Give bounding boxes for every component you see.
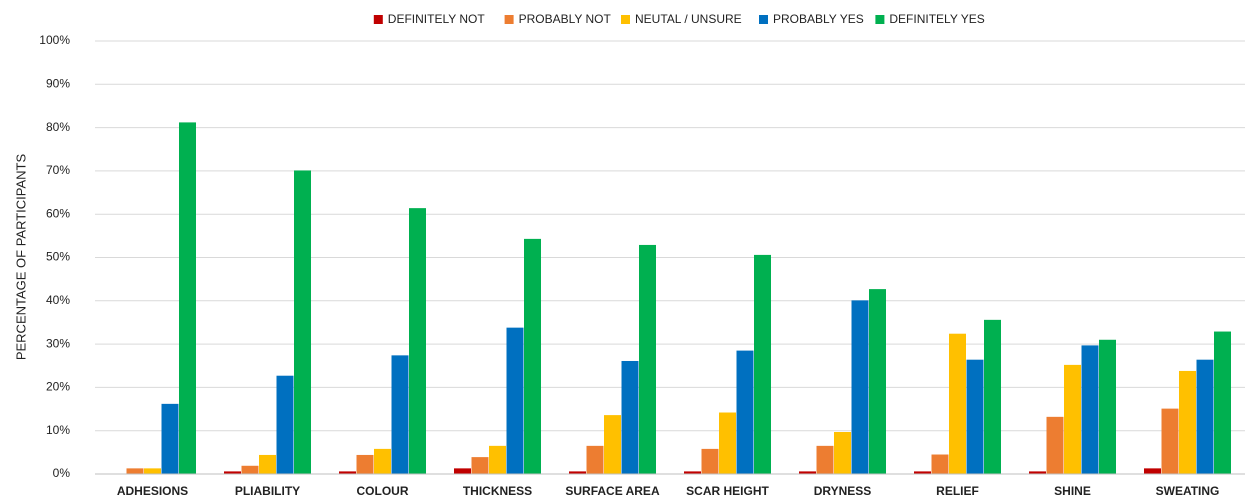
x-tick-label: COLOUR bbox=[357, 484, 409, 498]
x-tick-label: SWEATING bbox=[1156, 484, 1220, 498]
x-tick-label: RELIEF bbox=[936, 484, 979, 498]
y-tick-label: 30% bbox=[46, 336, 70, 350]
bar bbox=[799, 471, 816, 474]
bar bbox=[1064, 364, 1081, 474]
legend-swatch bbox=[875, 15, 885, 24]
bar bbox=[604, 415, 621, 474]
legend-swatch bbox=[504, 15, 514, 24]
legend-label: DEFINITELY YES bbox=[889, 12, 984, 26]
bar bbox=[684, 471, 701, 474]
bar bbox=[161, 403, 179, 474]
bar bbox=[339, 471, 356, 474]
bar bbox=[241, 465, 259, 474]
x-tick-label: SCAR HEIGHT bbox=[686, 484, 769, 498]
bar bbox=[1161, 408, 1179, 474]
x-tick-label: SURFACE AREA bbox=[565, 484, 660, 498]
y-tick-label: 40% bbox=[46, 293, 70, 307]
legend-swatch bbox=[373, 15, 383, 24]
bar bbox=[984, 319, 1001, 474]
y-tick-label: 10% bbox=[46, 423, 70, 437]
legend-label: DEFINITELY NOT bbox=[388, 12, 486, 26]
bar bbox=[621, 360, 639, 474]
bar bbox=[1081, 345, 1099, 474]
bar bbox=[179, 122, 196, 475]
bar bbox=[454, 468, 471, 474]
legend-label: NEUTAL / UNSURE bbox=[635, 12, 742, 26]
legend-swatch bbox=[621, 15, 630, 24]
legend-swatch bbox=[759, 15, 768, 24]
bar bbox=[374, 448, 391, 474]
y-tick-label: 20% bbox=[46, 380, 70, 394]
bar bbox=[949, 333, 966, 474]
bar bbox=[736, 350, 754, 474]
y-tick-label: 60% bbox=[46, 206, 70, 220]
bar bbox=[471, 457, 489, 474]
bar bbox=[869, 289, 886, 474]
x-tick-label: SHINE bbox=[1054, 484, 1091, 498]
bar bbox=[506, 327, 524, 474]
bar bbox=[931, 454, 949, 474]
y-tick-label: 50% bbox=[46, 250, 70, 264]
bar bbox=[639, 244, 656, 474]
y-tick-label: 90% bbox=[46, 76, 70, 90]
bar bbox=[701, 448, 719, 474]
bar bbox=[816, 445, 834, 474]
bar bbox=[719, 412, 736, 474]
bar bbox=[966, 359, 984, 474]
y-tick-label: 70% bbox=[46, 163, 70, 177]
bar bbox=[1144, 468, 1161, 474]
bar bbox=[391, 355, 409, 474]
bar bbox=[1029, 471, 1046, 474]
bar bbox=[1196, 359, 1214, 474]
bar bbox=[914, 471, 931, 474]
legend-label: PROBABLY NOT bbox=[519, 12, 612, 26]
bar bbox=[126, 468, 144, 474]
bar bbox=[144, 468, 161, 474]
bar bbox=[294, 170, 311, 475]
x-tick-label: THICKNESS bbox=[463, 484, 532, 498]
bar bbox=[1179, 370, 1196, 474]
bar bbox=[1046, 416, 1064, 474]
bar bbox=[851, 300, 869, 474]
x-tick-label: ADHESIONS bbox=[117, 484, 188, 498]
y-tick-label: 100% bbox=[39, 33, 70, 47]
legend-label: PROBABLY YES bbox=[773, 12, 864, 26]
bar bbox=[834, 431, 851, 474]
bar bbox=[409, 208, 426, 474]
bar bbox=[224, 471, 241, 474]
bar bbox=[1099, 339, 1116, 474]
y-tick-label: 80% bbox=[46, 120, 70, 134]
bar bbox=[586, 445, 604, 474]
bar bbox=[754, 254, 771, 474]
bar bbox=[356, 454, 374, 474]
bar bbox=[489, 445, 506, 474]
bar bbox=[276, 375, 294, 474]
x-tick-label: DRYNESS bbox=[814, 484, 872, 498]
bar bbox=[259, 454, 276, 474]
y-axis-label: PERCENTAGE OF PARTICIPANTS bbox=[13, 153, 28, 360]
x-tick-label: PLIABILITY bbox=[235, 484, 300, 498]
bar bbox=[524, 238, 541, 474]
y-tick-label: 0% bbox=[53, 466, 71, 480]
bar bbox=[569, 471, 586, 474]
bar bbox=[1214, 331, 1231, 474]
